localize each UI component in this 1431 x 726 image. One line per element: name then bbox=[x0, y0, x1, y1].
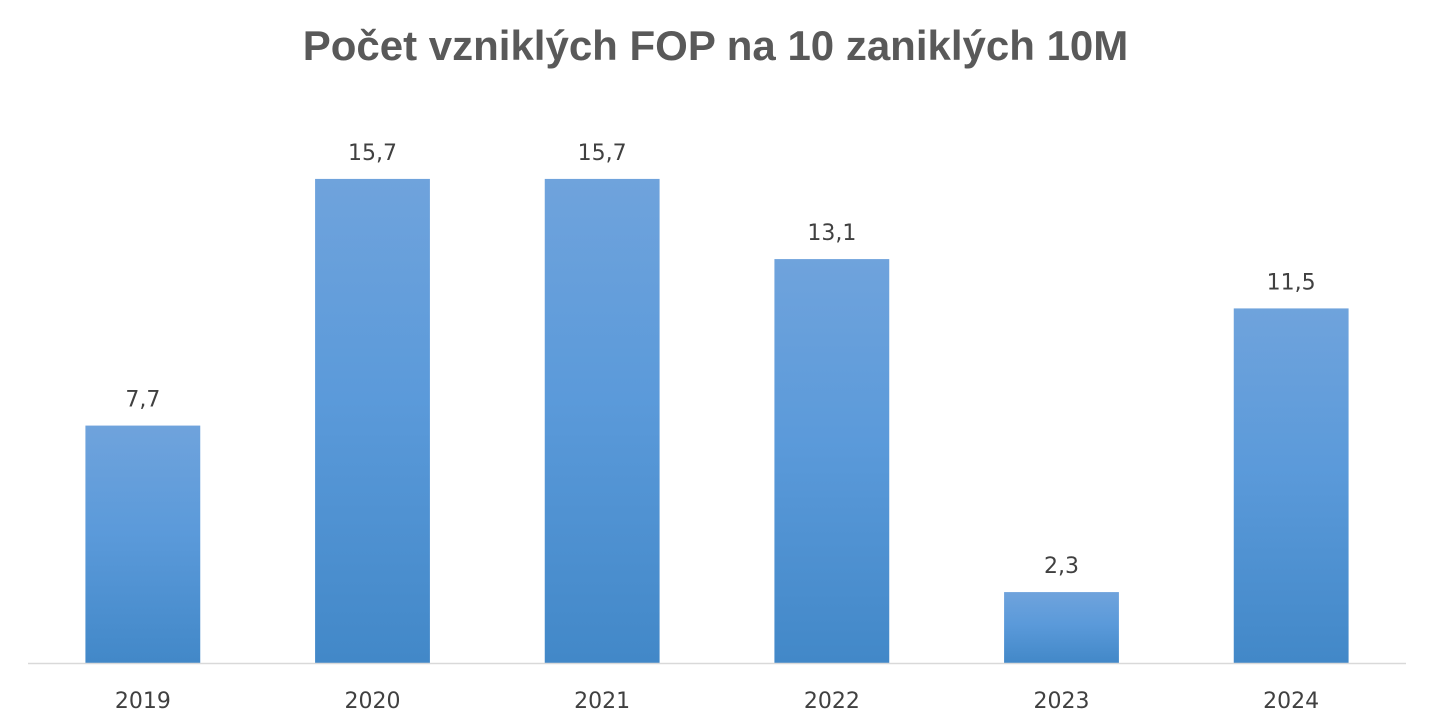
x-tick-label-2021: 2021 bbox=[574, 689, 630, 714]
x-tick-label-2022: 2022 bbox=[804, 689, 860, 714]
bar-2023 bbox=[1004, 592, 1119, 663]
x-tick-label-2024: 2024 bbox=[1263, 689, 1319, 714]
x-tick-label-2019: 2019 bbox=[115, 689, 171, 714]
bar-2021 bbox=[544, 178, 660, 663]
value-label-2021: 15,7 bbox=[578, 141, 627, 166]
labels-group: 7,7 2019 15,7 2020 15,7 2021 13,1 2022 2,3 2023 11… bbox=[115, 141, 1319, 714]
bar-2019 bbox=[85, 425, 201, 663]
bar-2020 bbox=[315, 178, 430, 663]
x-tick-label-2023: 2023 bbox=[1034, 689, 1090, 714]
value-label-2022: 13,1 bbox=[807, 221, 856, 246]
chart-title: Počet vzniklých FOP na 10 zaniklých 10M bbox=[302, 22, 1129, 69]
value-label-2023: 2,3 bbox=[1044, 554, 1079, 579]
bars-group bbox=[85, 178, 1349, 663]
bar-2024 bbox=[1233, 308, 1349, 663]
value-label-2020: 15,7 bbox=[348, 141, 397, 166]
value-label-2024: 11,5 bbox=[1267, 270, 1316, 295]
value-label-2019: 7,7 bbox=[125, 388, 160, 413]
x-tick-label-2020: 2020 bbox=[345, 689, 401, 714]
bar-2022 bbox=[774, 259, 890, 663]
